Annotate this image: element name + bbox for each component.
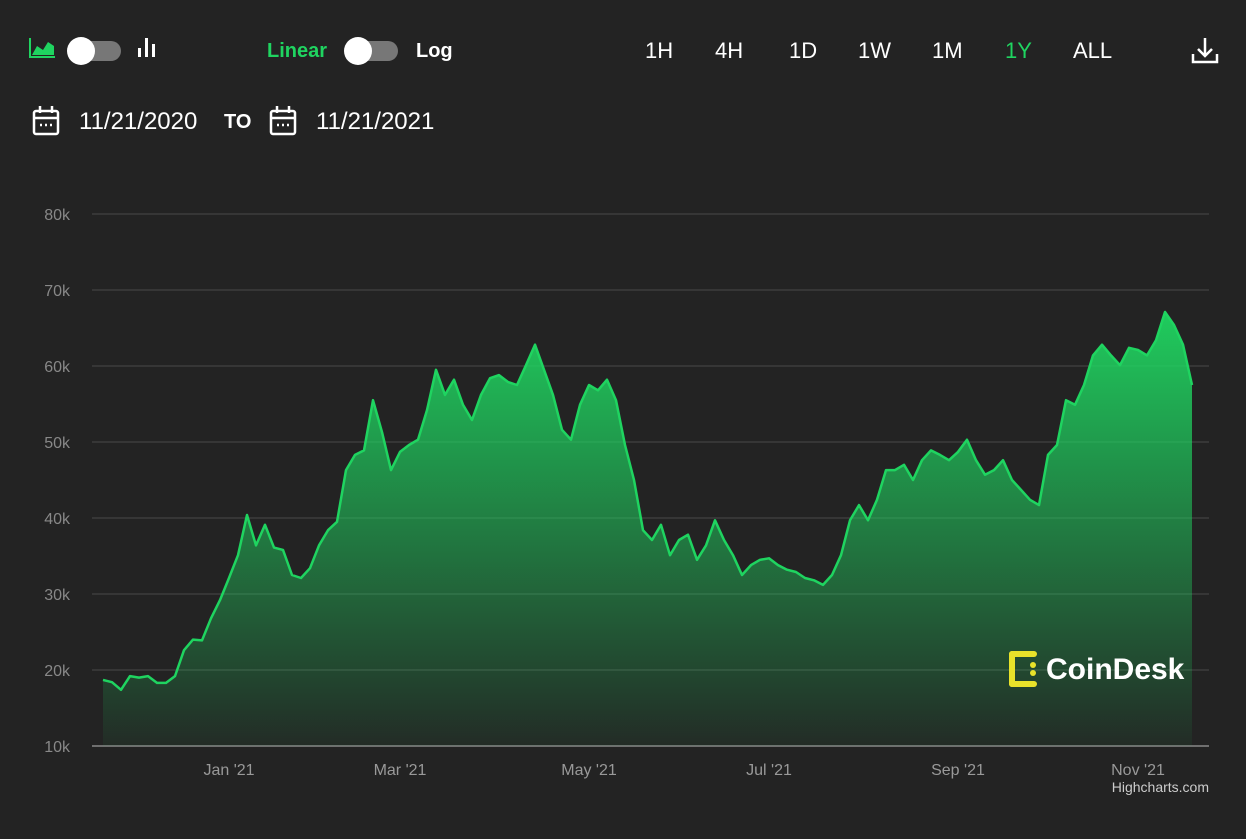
to-word: TO — [224, 111, 252, 133]
x-tick-label: Nov '21 — [1111, 762, 1165, 779]
y-tick-label: 60k — [44, 359, 71, 376]
calendar-icon[interactable] — [32, 106, 60, 136]
linear-label[interactable]: Linear — [267, 40, 328, 62]
chart-toggle[interactable] — [67, 37, 121, 65]
scale-toggle[interactable] — [344, 37, 398, 65]
y-tick-label: 10k — [44, 739, 71, 756]
range-button[interactable]: 1H — [645, 38, 674, 63]
area-icon[interactable] — [29, 38, 55, 58]
plot: 10k 20k 30k 40k 50k 60k 70k 80k Jan '21 Mar '21 Ma… — [44, 207, 1209, 779]
y-tick-label: 40k — [44, 511, 71, 528]
y-tick-label: 80k — [44, 207, 71, 224]
credit[interactable]: Highcharts.com — [1112, 779, 1209, 795]
calendar-icon[interactable] — [269, 106, 297, 136]
watermark: CoinDesk — [1046, 653, 1185, 686]
bar-icon[interactable] — [138, 38, 155, 57]
x-tick-label: May '21 — [561, 762, 617, 779]
price-line — [102, 310, 1194, 692]
log-label[interactable]: Log — [416, 40, 453, 62]
watermark-logo — [1009, 651, 1037, 687]
x-tick-label: Mar '21 — [374, 762, 427, 779]
x-tick-label: Sep '21 — [931, 762, 985, 779]
y-tick-label: 50k — [44, 435, 71, 452]
range-button[interactable]: 1W — [858, 38, 891, 63]
range-button[interactable]: 1D — [789, 38, 818, 63]
x-tick-label: Jul '21 — [746, 762, 792, 779]
to-date[interactable]: 11/21/2021 — [316, 108, 435, 135]
x-tick-label: Jan '21 — [203, 762, 254, 779]
range-button[interactable]: 1M — [932, 38, 963, 63]
from-date[interactable]: 11/21/2020 — [79, 108, 198, 135]
area-fill — [103, 312, 1192, 746]
y-tick-label: 70k — [44, 283, 71, 300]
range-button[interactable]: ALL — [1073, 38, 1113, 63]
toolbar-icons — [29, 37, 1219, 136]
download-icon[interactable] — [1191, 38, 1219, 64]
y-tick-label: 30k — [44, 587, 71, 604]
range-button[interactable]: 4H — [715, 38, 744, 63]
range-button[interactable]: 1Y — [1005, 38, 1032, 63]
y-tick-label: 20k — [44, 663, 71, 680]
